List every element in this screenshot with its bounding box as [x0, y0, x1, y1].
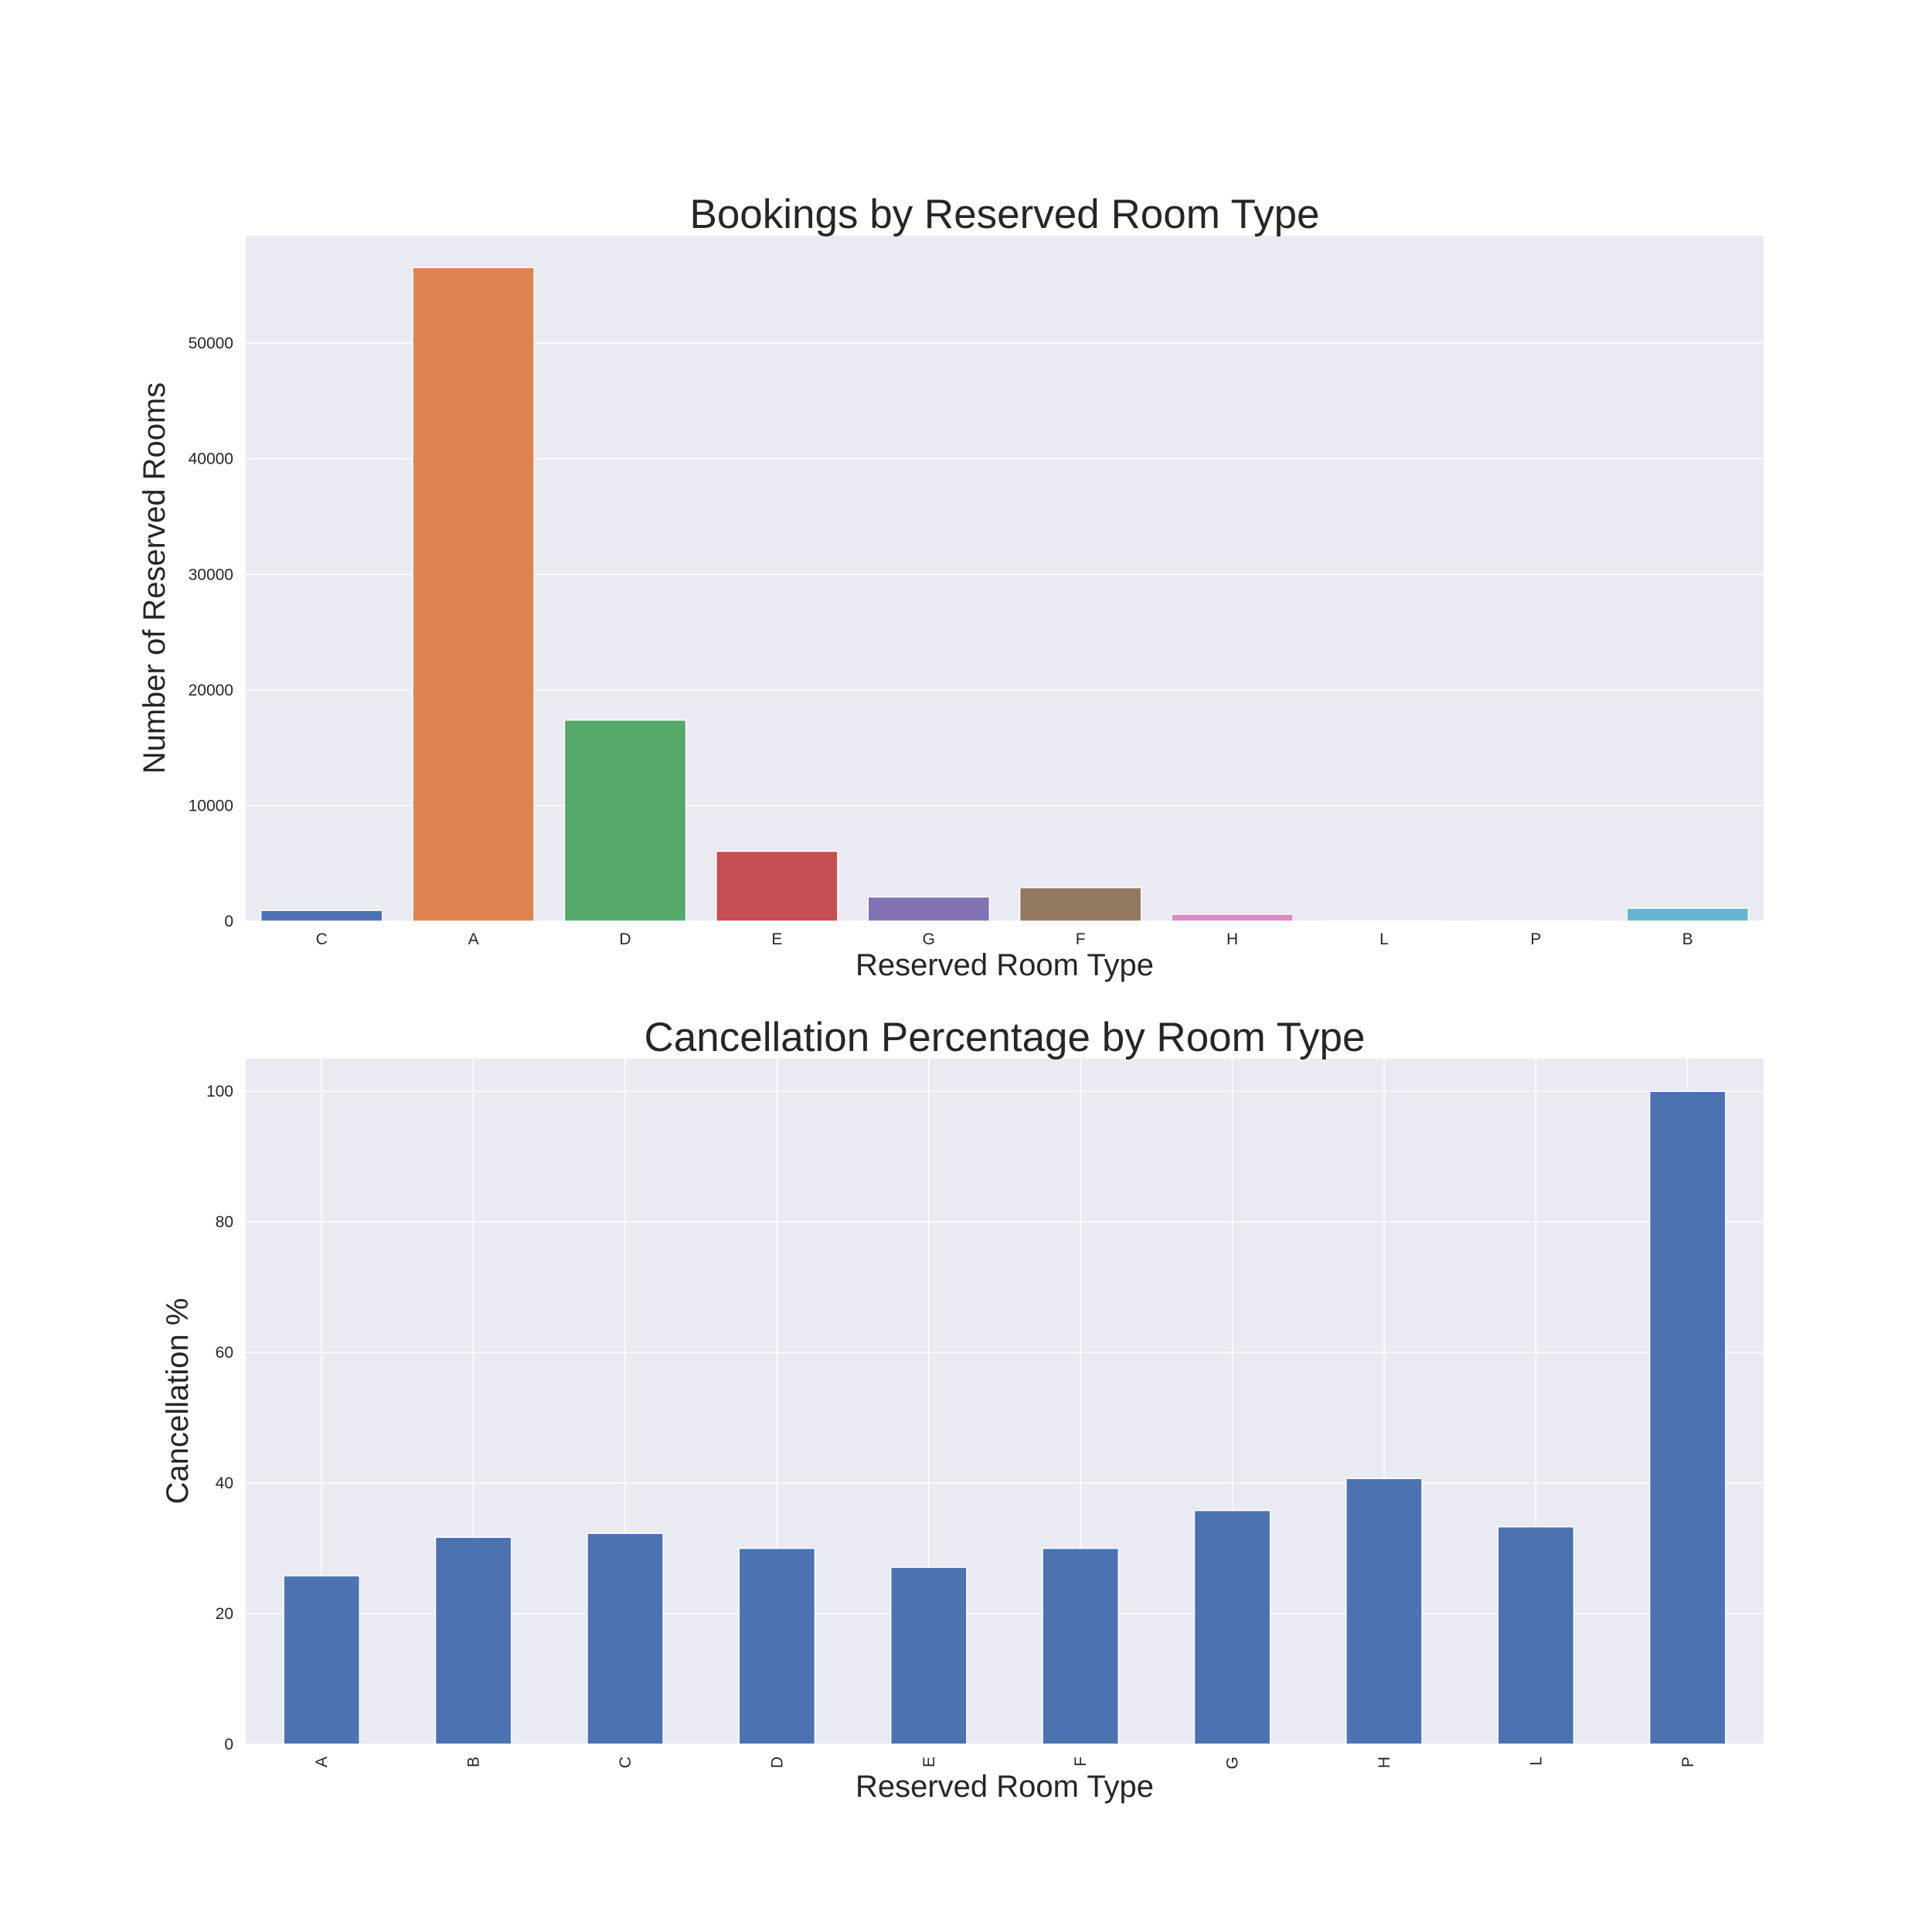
x-tick-label: P	[1530, 930, 1541, 948]
bar-A	[412, 267, 535, 922]
y-tick-label: 10000	[189, 797, 233, 815]
x-tick-label: G	[923, 930, 935, 948]
y-tick-label: 20000	[189, 682, 233, 699]
x-tick-label: B	[465, 1757, 483, 1767]
bar-D	[738, 1547, 816, 1745]
x-tick-label: A	[468, 930, 479, 948]
bar-L	[1497, 1526, 1575, 1745]
bar-E	[716, 850, 838, 922]
x-axis-label: Reserved Room Type	[855, 948, 1154, 982]
x-tick-label: A	[313, 1757, 331, 1767]
chart-title: Cancellation Percentage by Room Type	[645, 1015, 1366, 1060]
x-tick-label: E	[771, 930, 782, 948]
bar-C	[587, 1532, 664, 1745]
bar-H	[1171, 913, 1294, 922]
bar-G	[867, 896, 991, 922]
x-axis-label: Reserved Room Type	[855, 1770, 1154, 1804]
x-tick-label: C	[316, 930, 328, 948]
x-tick-label: F	[1076, 930, 1086, 948]
bar-A	[283, 1575, 361, 1745]
x-tick-label: B	[1682, 930, 1693, 948]
y-tick-label: 30000	[189, 566, 233, 583]
x-tick-label: E	[920, 1757, 938, 1767]
y-tick-label: 40000	[189, 451, 233, 468]
bar-B	[1626, 907, 1750, 922]
y-axis-label: Number of Reserved Rooms	[138, 383, 172, 774]
x-tick-label: L	[1527, 1757, 1545, 1766]
bar-E	[889, 1566, 968, 1745]
bookings-chart: 0 10000 20000 30000 40000 50000 C A D E G F H L P B Book…	[138, 192, 1764, 982]
y-tick-label: 0	[224, 913, 233, 930]
y-tick-label: 0	[224, 1736, 233, 1753]
y-tick-label: 50000	[189, 335, 233, 352]
cancellation-chart: 0 20 40 60 80 100 A B C D E F G H L P Cancellation Perce…	[161, 1015, 1764, 1804]
y-tick-label: 60	[216, 1344, 233, 1362]
bar-F	[1019, 886, 1142, 922]
x-tick-label: G	[1224, 1757, 1242, 1769]
chart-title: Bookings by Reserved Room Type	[689, 192, 1319, 237]
x-tick-label: D	[619, 930, 631, 948]
bar-D	[563, 719, 687, 922]
y-tick-label: 100	[206, 1083, 233, 1100]
x-tick-label: L	[1379, 930, 1389, 948]
x-tick-label: D	[768, 1757, 786, 1768]
y-tick-label: 40	[216, 1475, 233, 1492]
bar-F	[1042, 1547, 1120, 1745]
y-tick-label: 80	[216, 1213, 233, 1231]
x-tick-label: P	[1679, 1757, 1697, 1767]
bar-G	[1193, 1509, 1271, 1745]
bar-B	[434, 1536, 512, 1745]
y-tick-label: 20	[216, 1605, 233, 1623]
bar-P	[1648, 1090, 1726, 1745]
x-tick-label: F	[1072, 1757, 1090, 1767]
x-tick-label: H	[1226, 930, 1238, 948]
bar-H	[1345, 1478, 1423, 1745]
x-tick-label: C	[617, 1757, 634, 1768]
x-tick-label: H	[1376, 1757, 1393, 1768]
y-axis-label: Cancellation %	[161, 1298, 195, 1505]
bar-C	[260, 910, 383, 922]
